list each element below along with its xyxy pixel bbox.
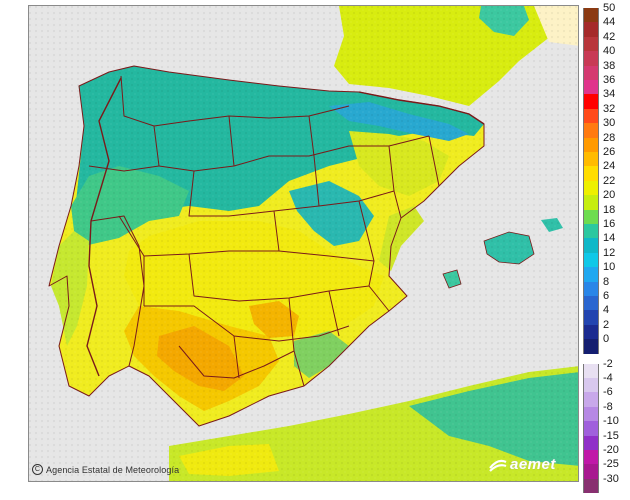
legend-swatch (583, 209, 599, 224)
legend-label: 12 (603, 246, 616, 259)
credit-text: Agencia Estatal de Meteorología (46, 464, 180, 475)
legend-label: 16 (603, 218, 616, 230)
legend-label: -30 (603, 472, 619, 485)
border-france-spain (358, 91, 485, 125)
legend-swatch (583, 238, 599, 253)
legend-label: 50 (603, 2, 616, 14)
legend-label: -20 (603, 444, 619, 456)
legend-swatch (583, 296, 599, 311)
legend-label: 32 (603, 102, 616, 115)
legend-label: -6 (603, 386, 613, 399)
legend-swatch (583, 339, 599, 354)
legend-swatch (583, 94, 599, 109)
legend-label: 10 (603, 261, 616, 274)
legend-label: 44 (603, 16, 616, 29)
legend-label: -2 (603, 357, 613, 370)
legend-label: 2 (603, 318, 610, 331)
legend-label: -4 (603, 372, 613, 384)
legend-label: -25 (603, 458, 619, 471)
legend-label: -8 (603, 400, 613, 413)
legend-label: 30 (603, 117, 616, 130)
province-borders (48, 65, 485, 427)
legend-label: -15 (603, 429, 619, 442)
legend-swatch (583, 435, 599, 450)
border-mallorca (483, 231, 535, 265)
legend-swatch (583, 450, 599, 465)
legend-label: 8 (603, 275, 610, 288)
legend-swatch (583, 310, 599, 325)
legend-swatch (583, 378, 599, 393)
copyright-icon: C (32, 464, 43, 475)
legend-label: 20 (603, 189, 616, 202)
legend-label: 38 (603, 59, 616, 72)
legend-label: 6 (603, 290, 610, 302)
legend-swatch (583, 8, 599, 23)
map-canvas (29, 6, 578, 481)
legend-swatch (583, 224, 599, 239)
legend-swatch (583, 464, 599, 479)
legend-swatch (583, 406, 599, 422)
legend-swatch (583, 152, 599, 167)
legend-label: 28 (603, 131, 616, 144)
legend-label: 34 (603, 88, 616, 101)
legend-swatch (583, 51, 599, 66)
legend-swatch (583, 123, 599, 138)
temperature-map (28, 5, 579, 482)
legend-label: 26 (603, 146, 616, 158)
brand-text: aemet (510, 456, 556, 473)
legend-swatch (583, 80, 599, 95)
temperature-legend: 50 44 42 40 38 36 34 32 30 28 26 24 22 20 18 16 14 12 10 8 6… (583, 3, 627, 494)
border-portugal-spain (86, 77, 122, 377)
legend-swatch (583, 108, 599, 124)
legend-swatch (583, 478, 599, 494)
legend-swatch (583, 36, 599, 52)
legend-swatch (583, 324, 599, 340)
legend-swatch (583, 363, 599, 378)
legend-swatch (583, 252, 599, 268)
legend-label: 22 (603, 174, 616, 187)
legend-swatch (583, 421, 599, 436)
legend-label: 36 (603, 74, 616, 86)
legend-swatch (583, 65, 599, 80)
legend-label: 42 (603, 30, 616, 43)
legend-swatch (583, 180, 599, 196)
legend-label: 0 (603, 333, 610, 346)
legend-label: 14 (603, 232, 616, 245)
legend-label: 18 (603, 203, 616, 216)
credit-line: C Agencia Estatal de Meteorología (32, 464, 179, 475)
legend-swatch (583, 281, 599, 296)
border-ibiza (442, 269, 462, 289)
legend-label: -10 (603, 415, 619, 428)
aemet-logo-icon (489, 459, 507, 472)
legend-swatch (583, 392, 599, 407)
legend-swatch (583, 166, 599, 181)
legend-swatch (583, 137, 599, 152)
legend-swatch (583, 22, 599, 37)
legend-label: 4 (603, 304, 610, 317)
legend-swatch (583, 195, 599, 210)
legend-swatch (583, 267, 599, 282)
legend-label: 40 (603, 45, 616, 58)
legend-label: 24 (603, 160, 616, 173)
brand-logo: aemet (488, 456, 556, 473)
